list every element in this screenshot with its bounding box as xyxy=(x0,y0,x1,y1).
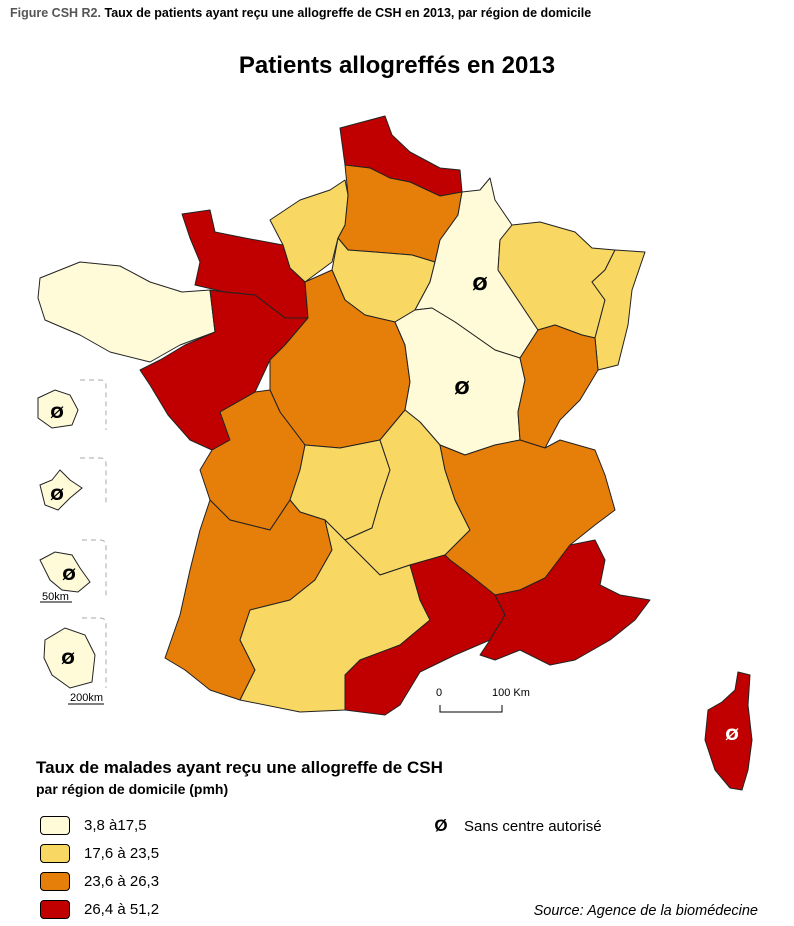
region-reunion: La Réunion xyxy=(43,627,96,689)
legend-swatch xyxy=(40,815,70,835)
no-center-marker: Ø xyxy=(50,403,64,422)
no-center-marker: Ø xyxy=(61,649,75,668)
no-center-marker: Ø xyxy=(62,565,76,584)
legend-subtitle: par région de domicile (pmh) xyxy=(36,781,229,797)
region-languedoc-roussillon: Languedoc-Roussillon xyxy=(344,554,506,716)
figure-caption: Figure CSH R2. Taux de patients ayant re… xyxy=(10,6,591,20)
legend-item: 3,8 à17,5 xyxy=(40,814,147,836)
no-center-marker: Ø xyxy=(725,725,739,744)
source-note: Source: Agence de la biomédecine xyxy=(533,903,758,919)
figure-caption-text: Taux de patients ayant reçu une allogref… xyxy=(104,6,592,20)
inset-scale-small: 50km xyxy=(42,591,69,603)
legend-item: 26,4 à 51,2 xyxy=(40,898,159,920)
inset-frames xyxy=(80,379,107,688)
no-center-marker: Ø xyxy=(472,274,487,295)
legend-label: 26,4 à 51,2 xyxy=(84,900,160,918)
no-center-marker: Ø xyxy=(454,378,469,399)
figure-label: Figure CSH R2. xyxy=(10,6,101,20)
region-guadeloupe: Guadeloupe xyxy=(37,389,79,429)
legend-title: Taux de malades ayant reçu une allogreff… xyxy=(36,758,443,777)
no-center-symbol: Ø xyxy=(434,816,448,835)
legend-swatch xyxy=(40,843,70,863)
inset-scale-large: 200km xyxy=(70,692,103,704)
scale-bar: 0 100 Km xyxy=(436,687,530,713)
legend-label: 23,6 à 26,3 xyxy=(84,872,160,890)
legend-item: 17,6 à 23,5 xyxy=(40,842,159,864)
scale-bar-distance: 100 Km xyxy=(492,687,530,699)
region-martinique: Martinique xyxy=(39,469,83,511)
legend-label: 3,8 à17,5 xyxy=(84,816,147,834)
region-corse: Corse xyxy=(704,671,753,791)
legend-label: 17,6 à 23,5 xyxy=(84,844,160,862)
no-center-label: Sans centre autorisé xyxy=(464,817,602,835)
region-guyane: Guyane xyxy=(39,551,91,593)
legend-item: 23,6 à 26,3 xyxy=(40,870,159,892)
legend-swatch xyxy=(40,899,70,919)
no-center-markers: Ø Ø Ø Ø Ø Ø Ø xyxy=(50,274,739,744)
map-title: Patients allogreffés en 2013 xyxy=(238,52,556,79)
legend-swatch xyxy=(40,871,70,891)
legend-no-center: Ø Sans centre autorisé xyxy=(432,816,602,836)
region-paca: Provence-Alpes-Côte d'Azur xyxy=(479,539,651,666)
region-franche-comte: Franche-Comté xyxy=(517,324,599,449)
no-center-marker: Ø xyxy=(50,485,64,504)
inset-scales: 50km 200km xyxy=(40,591,104,705)
region-bretagne: Bretagne xyxy=(37,261,216,363)
scale-bar-zero: 0 xyxy=(436,687,442,699)
